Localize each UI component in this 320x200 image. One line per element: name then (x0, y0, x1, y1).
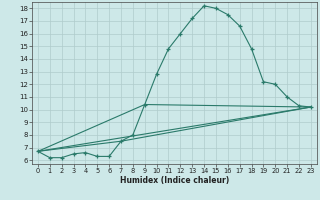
X-axis label: Humidex (Indice chaleur): Humidex (Indice chaleur) (120, 176, 229, 185)
